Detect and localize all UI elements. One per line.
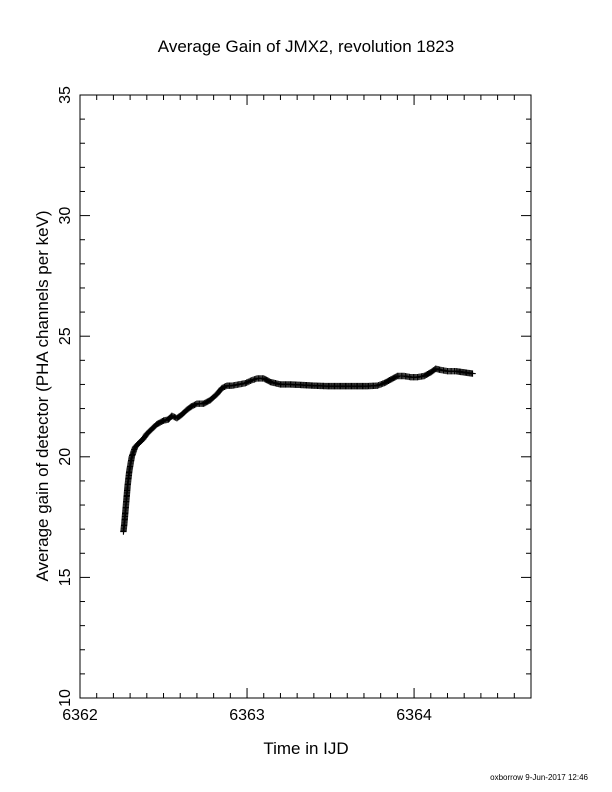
y-tick-label: 35 <box>57 86 74 104</box>
data-points <box>120 365 476 535</box>
y-tick-label: 10 <box>57 689 74 707</box>
y-tick-label: 20 <box>57 448 74 466</box>
data-point <box>469 370 476 377</box>
y-tick-label: 25 <box>57 327 74 345</box>
y-tick-label: 30 <box>57 207 74 225</box>
y-tick-label: 15 <box>57 568 74 586</box>
x-tick-label: 6363 <box>229 707 265 724</box>
x-tick-label: 6362 <box>62 707 98 724</box>
x-tick-label: 6364 <box>396 707 432 724</box>
chart-title: Average Gain of JMX2, revolution 1823 <box>158 37 454 56</box>
plot-frame <box>79 94 532 699</box>
axis-ticks <box>79 94 532 699</box>
x-axis-label: Time in IJD <box>263 739 348 758</box>
y-axis-label: Average gain of detector (PHA channels p… <box>33 210 52 581</box>
tick-labels: 6362 6363 6364 10 15 20 25 30 35 <box>57 86 432 724</box>
footer-credit: oxborrow 9-Jun-2017 12:46 <box>490 773 588 782</box>
